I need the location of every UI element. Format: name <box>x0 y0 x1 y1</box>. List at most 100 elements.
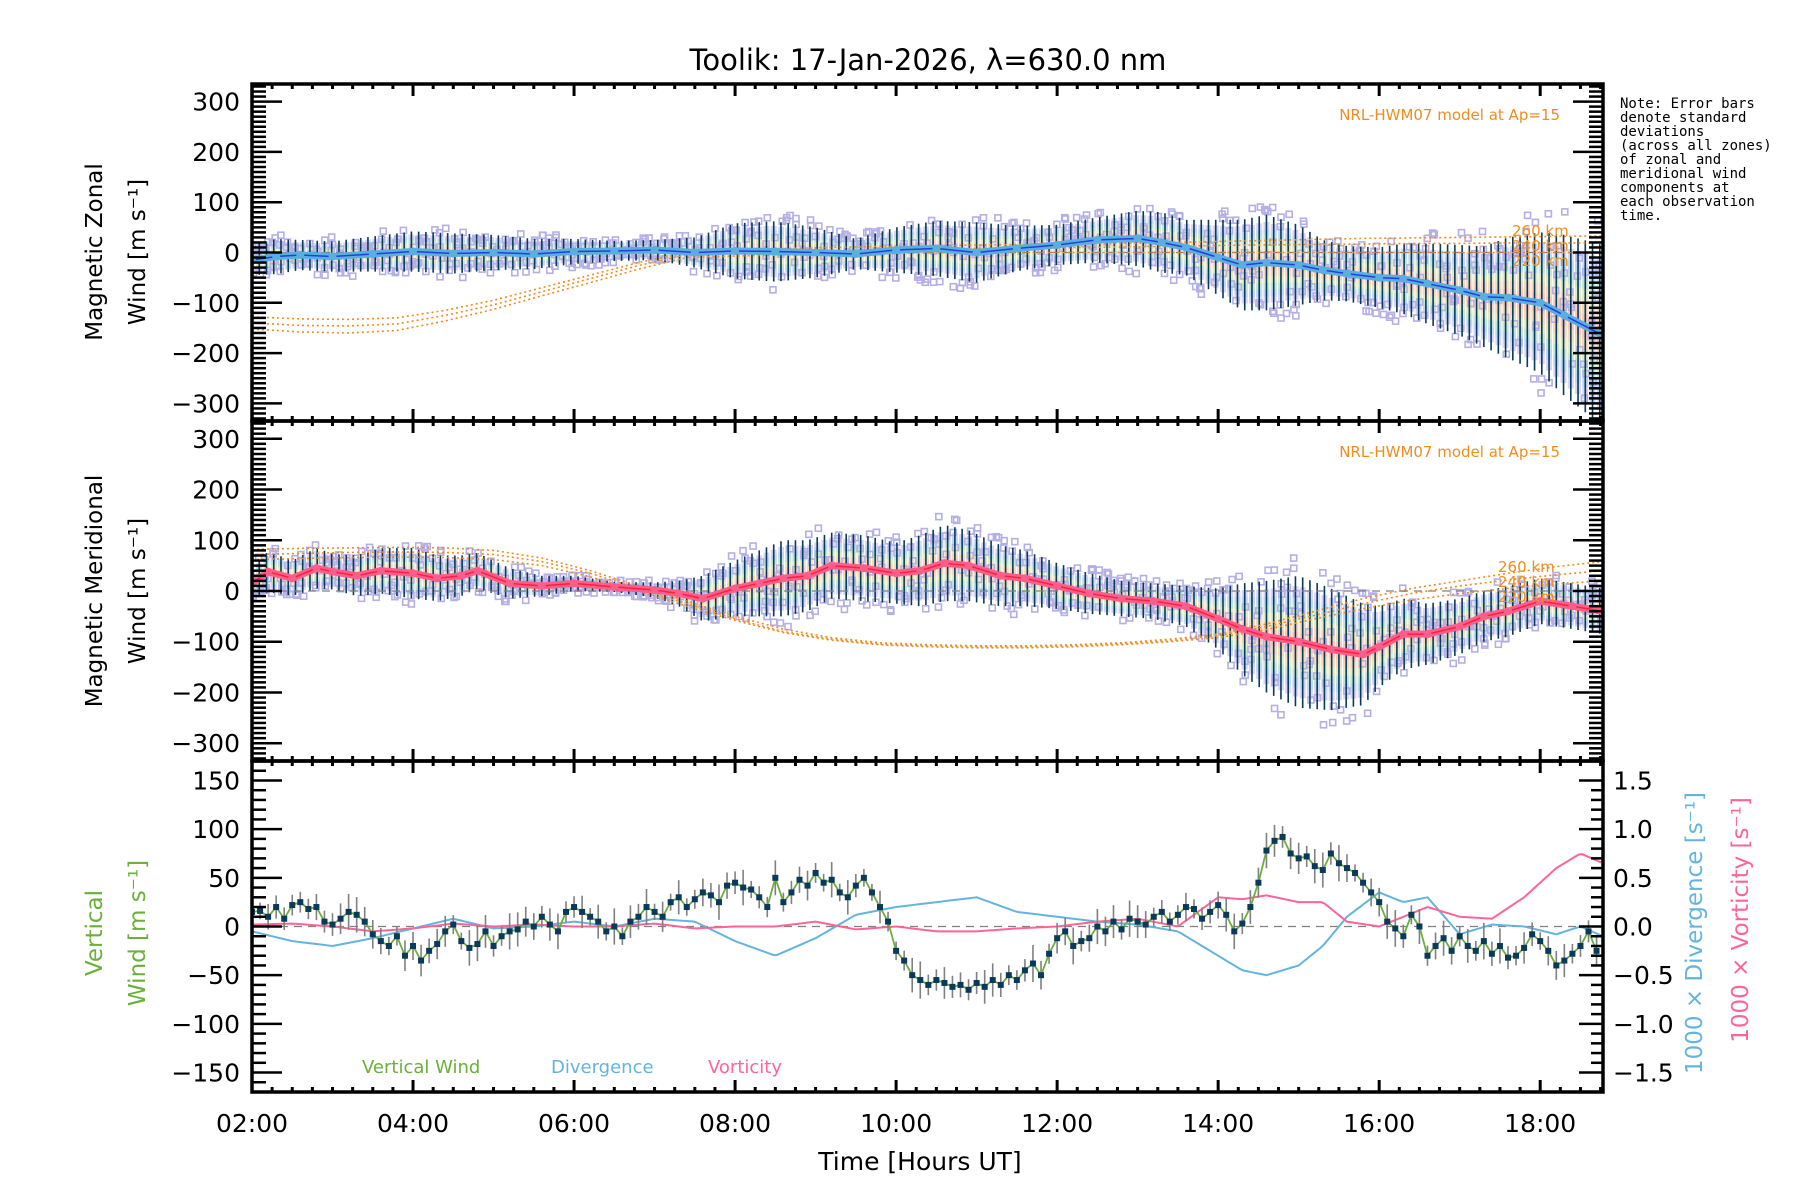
vertical-wind-point <box>466 944 473 951</box>
scatter-point <box>1247 655 1255 664</box>
scatter-point <box>299 592 308 601</box>
scatter-point <box>942 550 951 559</box>
mean-point <box>529 250 538 259</box>
scatter-point <box>1438 303 1446 312</box>
scatter-point <box>1116 574 1125 583</box>
scatter-point <box>1322 299 1330 308</box>
scatter-point <box>1470 599 1479 608</box>
scatter-point <box>376 557 385 566</box>
vertical-wind-point <box>450 921 457 928</box>
scatter-point <box>689 267 698 276</box>
scatter-point <box>844 543 852 552</box>
mean-point <box>1318 266 1327 275</box>
mean-point <box>1326 645 1335 654</box>
scatter-point <box>1046 599 1055 607</box>
scatter-point <box>988 604 997 612</box>
scatter-point <box>1515 338 1523 347</box>
scatter-point <box>949 229 957 237</box>
mean-point <box>1359 650 1368 659</box>
scatter-point <box>1123 223 1131 232</box>
scatter-point <box>362 242 371 250</box>
scatter-point <box>785 236 794 244</box>
scatter-point <box>1210 278 1219 287</box>
mean-point <box>916 566 925 575</box>
scatter-point <box>1227 661 1235 670</box>
scatter-point <box>358 547 366 556</box>
scatter-point <box>1357 612 1366 621</box>
scatter-point <box>950 515 959 524</box>
scatter-point <box>500 257 508 265</box>
scatter-point <box>1386 602 1395 611</box>
scatter-point <box>1130 577 1139 586</box>
scatter-point <box>1132 269 1141 278</box>
scatter-point <box>1322 679 1330 687</box>
scatter-point <box>282 243 291 252</box>
vertical-panel: 1.51.00.50.0−0.5−1.0−1.5150100500−50−100… <box>171 759 1674 1094</box>
scatter-point <box>1094 209 1102 218</box>
y-tick-label: 0 <box>224 577 240 606</box>
mean-point <box>505 579 514 588</box>
scatter-point <box>1336 706 1345 714</box>
scatter-point <box>322 577 331 585</box>
scatter-point <box>1430 656 1438 665</box>
scatter-point <box>391 267 400 276</box>
scatter-point <box>1554 241 1562 250</box>
scatter-point <box>1125 267 1133 276</box>
scatter-point <box>1565 583 1573 591</box>
scatter-point <box>703 612 711 620</box>
scatter-point <box>681 232 690 240</box>
vertical-wind-point <box>522 918 529 925</box>
scatter-point <box>1184 267 1192 275</box>
y-tick-label: −100 <box>171 628 240 657</box>
scatter-point <box>763 213 772 222</box>
model-line-220-km <box>252 251 1603 334</box>
scatter-point <box>1139 574 1148 583</box>
scatter-point <box>1014 600 1023 609</box>
scatter-point <box>1181 593 1189 602</box>
scatter-point <box>277 231 285 239</box>
scatter-point <box>383 256 392 265</box>
y-tick-label: 200 <box>192 476 240 505</box>
scatter-point <box>710 615 719 624</box>
scatter-point <box>369 549 378 558</box>
mean-point <box>296 251 305 260</box>
scatter-point <box>819 596 828 604</box>
y-tick-label: 300 <box>192 88 240 117</box>
scatter-point <box>1499 263 1508 271</box>
scatter-point <box>829 539 838 548</box>
scatter-point <box>815 222 823 230</box>
scatter-point <box>667 603 675 612</box>
scatter-point <box>565 259 573 268</box>
vertical-wind-point <box>289 902 296 909</box>
scatter-point <box>718 605 726 614</box>
scatter-point <box>1575 616 1584 625</box>
scatter-point <box>1311 249 1320 258</box>
scatter-point <box>952 516 961 525</box>
scatter-point <box>1000 222 1009 231</box>
scatter-point <box>1271 678 1279 687</box>
plot-area <box>252 203 1603 421</box>
scatter-point <box>1580 360 1588 369</box>
scatter-point <box>1094 603 1103 611</box>
scatter-point <box>653 239 661 248</box>
scatter-point <box>1292 269 1301 278</box>
mean-point <box>489 248 498 257</box>
scatter-point <box>814 550 823 558</box>
mean-point <box>1375 642 1384 651</box>
scatter-point <box>914 529 922 538</box>
scatter-point <box>517 230 525 238</box>
scatter-point <box>441 224 450 233</box>
scatter-point <box>1336 589 1345 598</box>
scatter-point <box>1124 573 1133 581</box>
scatter-point <box>1242 224 1250 233</box>
scatter-point <box>1522 227 1530 236</box>
scatter-point <box>1451 332 1460 341</box>
mean-point <box>1133 234 1142 243</box>
mean-point <box>1375 273 1384 282</box>
scatter-point <box>1224 612 1233 620</box>
scatter-point <box>887 259 895 267</box>
scatter-point <box>1385 313 1394 321</box>
model-line-240-km <box>252 551 1603 648</box>
scatter-point <box>1060 608 1069 617</box>
scatter-point <box>1227 280 1236 288</box>
